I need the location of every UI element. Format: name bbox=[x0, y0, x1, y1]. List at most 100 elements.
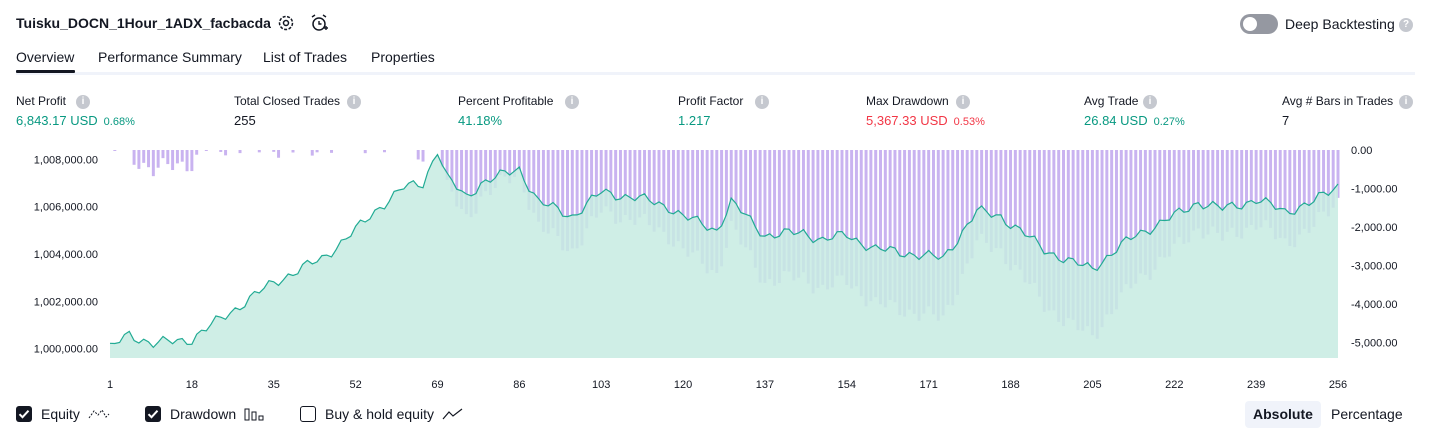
total-closed-trades-value: 255 bbox=[234, 113, 256, 128]
right-axis-tick: -3,000.00 bbox=[1351, 261, 1397, 273]
drawdown-bar bbox=[484, 150, 488, 192]
equity-checkbox[interactable] bbox=[16, 406, 32, 422]
drawdown-bar bbox=[773, 150, 777, 286]
tab-performance-summary[interactable]: Performance Summary bbox=[98, 49, 242, 65]
tab-overview[interactable]: Overview bbox=[16, 49, 75, 65]
total-closed-trades-info-icon[interactable]: i bbox=[347, 95, 361, 109]
drawdown-bar bbox=[1129, 150, 1133, 289]
drawdown-bar bbox=[614, 150, 618, 224]
drawdown-bar bbox=[936, 150, 940, 321]
drawdown-checkbox[interactable] bbox=[145, 406, 161, 422]
drawdown-bar bbox=[537, 150, 541, 222]
drawdown-bar bbox=[734, 150, 738, 230]
drawdown-bar bbox=[874, 150, 878, 298]
drawdown-bar bbox=[1148, 150, 1152, 280]
drawdown-bar bbox=[1187, 150, 1191, 243]
drawdown-bar bbox=[1307, 150, 1311, 233]
drawdown-bar bbox=[609, 150, 613, 212]
drawdown-bar bbox=[994, 150, 998, 249]
drawdown-bar bbox=[854, 150, 858, 287]
drawdown-bar bbox=[541, 150, 545, 232]
drawdown-bar bbox=[175, 150, 179, 164]
drawdown-bar bbox=[893, 150, 897, 303]
drawdown-bar bbox=[330, 150, 334, 153]
drawdown-bar bbox=[1086, 150, 1090, 327]
drawdown-bar bbox=[1114, 150, 1118, 310]
avg-trade-info-icon[interactable]: i bbox=[1143, 95, 1157, 109]
profit-factor-label: Profit Factor bbox=[678, 94, 744, 108]
net-profit-info-icon[interactable]: i bbox=[76, 95, 90, 109]
drawdown-bar bbox=[787, 150, 791, 272]
absolute-button[interactable]: Absolute bbox=[1245, 401, 1321, 428]
drawdown-bar bbox=[686, 150, 690, 257]
drawdown-bar bbox=[517, 150, 521, 171]
drawdown-bar bbox=[835, 150, 839, 276]
drawdown-bar bbox=[599, 150, 603, 213]
drawdown-bar bbox=[710, 150, 714, 271]
drawdown-bar bbox=[527, 150, 531, 210]
x-axis-tick: 35 bbox=[268, 379, 280, 391]
legend-equity[interactable]: Equity bbox=[16, 404, 110, 424]
drawdown-bar bbox=[151, 150, 155, 177]
left-axis-tick: 1,000,000.00 bbox=[34, 344, 98, 356]
net-profit-value: 6,843.17 USD 0.68% bbox=[16, 113, 135, 128]
legend-drawdown[interactable]: Drawdown bbox=[145, 404, 264, 424]
avg-bars-info-icon[interactable]: i bbox=[1399, 95, 1413, 109]
drawdown-bar bbox=[1240, 150, 1244, 239]
x-axis-tick: 188 bbox=[1001, 379, 1019, 391]
drawdown-bar bbox=[941, 150, 945, 316]
tab-list-of-trades[interactable]: List of Trades bbox=[263, 49, 348, 65]
tab-properties[interactable]: Properties bbox=[371, 49, 435, 65]
legend-buy-hold[interactable]: Buy & hold equity bbox=[300, 404, 464, 424]
buy-hold-checkbox[interactable] bbox=[300, 406, 316, 422]
drawdown-bar bbox=[272, 150, 276, 152]
drawdown-bar bbox=[1134, 150, 1138, 284]
drawdown-bar bbox=[180, 150, 184, 162]
drawdown-bar bbox=[132, 150, 136, 165]
x-axis-tick: 171 bbox=[919, 379, 937, 391]
deep-backtesting-toggle[interactable] bbox=[1240, 14, 1278, 34]
drawdown-bar bbox=[1095, 150, 1099, 339]
drawdown-bar bbox=[797, 150, 801, 278]
drawdown-bar bbox=[1163, 150, 1167, 258]
drawdown-bar bbox=[628, 150, 632, 220]
drawdown-bar bbox=[1317, 150, 1321, 213]
drawdown-bar bbox=[907, 150, 911, 310]
drawdown-bar bbox=[383, 150, 386, 153]
drawdown-bar bbox=[590, 150, 594, 217]
alarm-add-icon[interactable] bbox=[309, 13, 329, 33]
left-axis-tick: 1,002,000.00 bbox=[34, 296, 98, 308]
drawdown-bar bbox=[1283, 150, 1287, 239]
help-icon[interactable]: ? bbox=[1399, 18, 1413, 32]
drawdown-bar bbox=[912, 150, 916, 314]
drawdown-bar bbox=[879, 150, 882, 305]
drawdown-bar bbox=[999, 150, 1003, 249]
drawdown-bar bbox=[720, 150, 724, 267]
right-axis-tick: 0.00 bbox=[1351, 145, 1372, 157]
settings-gear-icon[interactable] bbox=[276, 13, 296, 33]
profit-factor-info-icon[interactable]: i bbox=[755, 95, 769, 109]
drawdown-bar bbox=[739, 150, 743, 245]
percent-profitable-info-icon[interactable]: i bbox=[565, 95, 579, 109]
drawdown-bar bbox=[647, 150, 651, 226]
drawdown-bar bbox=[1143, 150, 1147, 275]
percentage-button[interactable]: Percentage bbox=[1331, 406, 1403, 422]
drawdown-bar bbox=[142, 150, 146, 163]
drawdown-bar bbox=[1158, 150, 1162, 257]
drawdown-bar bbox=[903, 150, 907, 317]
drawdown-bar bbox=[1235, 150, 1239, 237]
drawdown-bar bbox=[691, 150, 695, 253]
max-drawdown-info-icon[interactable]: i bbox=[956, 95, 970, 109]
drawdown-bars-icon bbox=[244, 408, 264, 421]
drawdown-bar bbox=[980, 150, 984, 234]
drawdown-bar bbox=[594, 150, 598, 218]
equity-drawdown-chart[interactable]: 1,008,000.00 1,006,000.00 1,004,000.00 1,00… bbox=[0, 140, 1431, 395]
drawdown-bar bbox=[1167, 150, 1171, 257]
drawdown-bar bbox=[965, 150, 969, 264]
drawdown-bar bbox=[1322, 150, 1326, 212]
drawdown-bar bbox=[498, 150, 502, 176]
drawdown-bar bbox=[811, 150, 815, 294]
right-axis-tick: -1,000.00 bbox=[1351, 184, 1397, 196]
drawdown-bar bbox=[850, 150, 854, 289]
x-axis-tick: 222 bbox=[1165, 379, 1183, 391]
